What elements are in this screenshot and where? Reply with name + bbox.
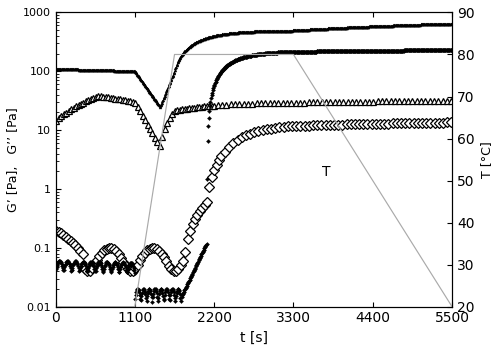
- Y-axis label: T [°C]: T [°C]: [480, 141, 493, 178]
- X-axis label: t [s]: t [s]: [240, 331, 268, 345]
- Text: T: T: [322, 165, 331, 180]
- Y-axis label: G’ [Pa],   G’’ [Pa]: G’ [Pa], G’’ [Pa]: [7, 107, 20, 212]
